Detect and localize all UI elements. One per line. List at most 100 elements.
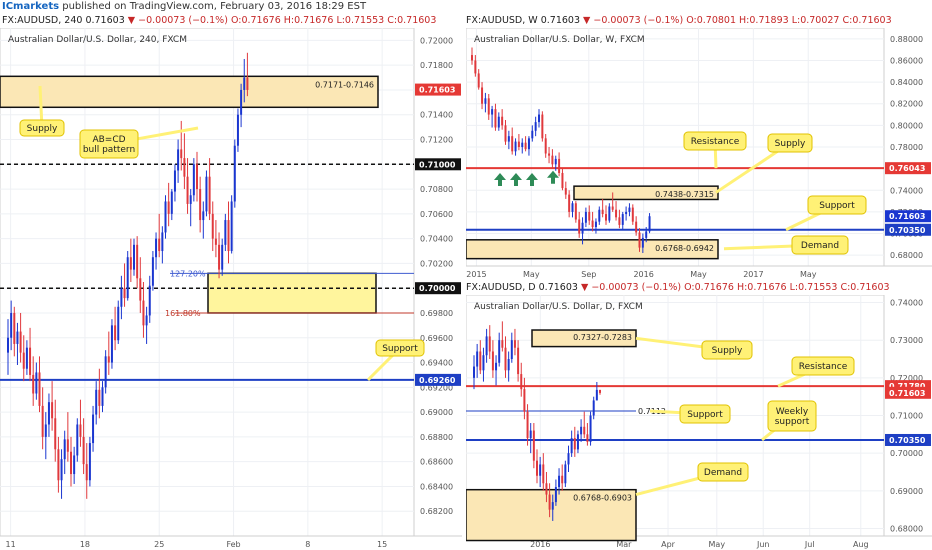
supply-zone-label: 0.7171-0.7146	[315, 80, 374, 89]
candle	[564, 188, 567, 195]
supply-callout-group: Supply	[19, 85, 65, 137]
candle	[126, 257, 129, 299]
candle	[35, 372, 38, 394]
candle	[608, 206, 611, 221]
candle	[588, 211, 591, 221]
price-tag-last-bg	[415, 83, 461, 96]
candle	[641, 237, 644, 248]
candle	[473, 366, 475, 378]
y-tick-label: 0.72000	[890, 374, 923, 383]
daily-support-callout: Support	[687, 410, 723, 420]
candle	[479, 351, 482, 371]
h4-header: FX:AUDUSD, 240 0.71603 ▼ −0.00073 (−0.1%…	[2, 14, 436, 28]
candle	[85, 464, 88, 481]
candle	[54, 418, 57, 450]
price-tag-70000-bg	[415, 282, 461, 295]
candle	[513, 340, 516, 348]
publisher-bar: ICmarkets published on TradingView.com, …	[0, 0, 932, 14]
candle	[510, 340, 513, 360]
candle	[648, 216, 651, 232]
daily-supply-zone-label: 0.7327-0.7283	[573, 333, 632, 342]
daily-resistance-callout-group: Resistance	[777, 356, 855, 388]
y-tick-label: 0.70000	[890, 449, 923, 458]
candle	[186, 176, 189, 204]
candle	[570, 438, 573, 454]
candle	[589, 415, 592, 442]
candle	[554, 158, 557, 165]
daily-change: −0.00073 (−0.1%)	[591, 282, 682, 293]
candle	[145, 315, 148, 326]
chart-title: Australian Dollar/U.S. Dollar, W, FXCM	[474, 35, 645, 45]
candle	[70, 451, 72, 475]
candle	[92, 414, 95, 444]
candle	[520, 374, 523, 390]
daily-demand-callout: Demand	[704, 468, 742, 478]
h4-change: −0.00073 (−0.1%)	[138, 15, 228, 26]
daily-support-callout-group: Support	[649, 404, 731, 424]
daily-price-tag-70350-bg	[885, 433, 931, 446]
y-tick-label: 0.68000	[890, 251, 923, 260]
candle	[13, 312, 16, 344]
candle	[484, 98, 487, 104]
weekly-open: O:0.70801	[686, 15, 736, 26]
weekly-chart[interactable]: 0.88000 0.86000 0.84000 0.82000 0.80000 0.780…	[466, 28, 932, 280]
candle	[594, 221, 597, 228]
abcd-callout-box	[79, 129, 139, 159]
weekly-resistance-callout-group: Resistance	[683, 131, 747, 169]
daily-demand-zone	[466, 488, 637, 542]
candle	[645, 231, 648, 238]
candle	[120, 288, 123, 307]
x-tick-label: 2017	[743, 270, 763, 279]
candle	[538, 114, 540, 123]
y-tick-label: 0.68800	[420, 433, 453, 442]
candle	[592, 400, 595, 416]
candle	[595, 389, 598, 401]
daily-support-callout-box	[679, 404, 731, 424]
candle	[541, 114, 544, 139]
candle	[218, 244, 221, 270]
y-tick-label: 0.84000	[890, 78, 923, 87]
y-tick-label: 0.68400	[420, 482, 453, 491]
candle	[60, 459, 63, 481]
candle	[618, 217, 621, 225]
candle	[517, 347, 520, 375]
candle	[123, 288, 126, 299]
daily-demand-callout-box	[697, 462, 749, 482]
daily-price-tag-70350: 0.70350	[889, 436, 926, 445]
y-tick-label: 0.70600	[420, 210, 453, 219]
candle	[561, 172, 564, 189]
candle	[148, 285, 151, 316]
candle	[491, 109, 494, 115]
x-tick-label: 8	[305, 540, 310, 549]
h4-chart[interactable]: 0.720000.718000.716000.714000.712000.710…	[0, 28, 462, 550]
candle	[599, 389, 601, 393]
down-arrow-icon: ▼	[580, 282, 589, 293]
candle	[177, 149, 180, 171]
brand-name[interactable]: ICmarkets	[2, 1, 60, 12]
candle	[173, 170, 176, 192]
candle	[471, 55, 473, 61]
weekly-demand-callout: Demand	[801, 241, 839, 251]
fib-127-label: 127.20%	[170, 269, 206, 278]
arrow-up-icon	[494, 172, 506, 186]
candle	[544, 138, 547, 154]
daily-chart[interactable]: 0.74000 0.73000 0.72000 0.71000 0.70000 0.690…	[466, 295, 932, 550]
y-tick-label: 0.69600	[420, 334, 453, 343]
candle	[625, 211, 628, 215]
y-tick-label: 0.74000	[890, 299, 923, 308]
publish-info: published on TradingView.com, February 0…	[62, 1, 367, 12]
candle	[482, 355, 485, 371]
candle	[158, 238, 161, 252]
candle	[497, 116, 500, 128]
candle	[29, 347, 32, 375]
daily-weekly-support-callout: Weekly	[776, 407, 809, 417]
candle	[487, 98, 490, 115]
support-callout-box	[375, 339, 425, 357]
candle	[38, 372, 41, 406]
weekly-close: C:0.71603	[842, 15, 892, 26]
candle	[635, 221, 638, 233]
candle	[233, 145, 236, 202]
candle	[41, 405, 44, 437]
candle	[554, 487, 557, 503]
weekly-header: FX:AUDUSD, W 0.71603 ▼ −0.00073 (−0.1%) …	[466, 14, 892, 28]
